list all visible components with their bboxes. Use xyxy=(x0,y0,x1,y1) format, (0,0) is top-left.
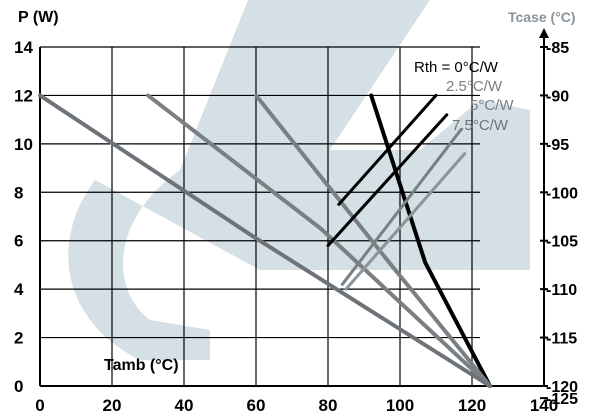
derating-curve xyxy=(254,93,492,388)
right-axis-arrow xyxy=(539,28,549,38)
y-tick-label: 0 xyxy=(14,377,23,396)
series-legend-label: 2.5°C/W xyxy=(446,78,503,95)
right-tick-label: -125 xyxy=(546,391,578,408)
right-tick-label: -120 xyxy=(546,379,578,396)
derating-curve xyxy=(369,93,492,388)
x-tick-label: 60 xyxy=(247,396,266,415)
x-tick-label: 120 xyxy=(458,396,486,415)
labels: 0 20 40 60 80 100 120 140 0 2 4 6 8 10 12 14 -85 -90 -95 -1… xyxy=(14,38,578,415)
x-tick-label: 80 xyxy=(319,396,338,415)
rth-connector-line xyxy=(326,113,449,248)
background-watermark xyxy=(68,0,530,360)
x-tick-label: 20 xyxy=(103,396,122,415)
right-axis-title: Tcase (°C) xyxy=(508,9,576,25)
right-tick-label: -95 xyxy=(546,137,569,154)
derating-curve xyxy=(146,93,492,388)
series-legend-label: Rth = 0°C/W xyxy=(414,59,499,76)
rth-connector-line xyxy=(337,93,438,206)
y-tick-label: 2 xyxy=(14,329,23,348)
rth-connector-line xyxy=(344,152,467,291)
derating-curve xyxy=(38,93,492,388)
y-tick-label: 12 xyxy=(14,86,33,105)
series-legend-label: 7.5°C/W xyxy=(452,117,509,134)
rth-connector-line xyxy=(340,127,463,286)
x-tick-label: 100 xyxy=(386,396,414,415)
y-tick-label: 6 xyxy=(14,232,23,251)
series-legend-label: 5°C/W xyxy=(470,97,514,114)
y-tick-label: 10 xyxy=(14,135,33,154)
series xyxy=(38,93,492,388)
right-tick-label: -110 xyxy=(546,282,577,299)
right-tick-label: -115 xyxy=(546,331,577,348)
right-tick-label: -90 xyxy=(546,88,569,105)
right-tick-label: -105 xyxy=(546,234,578,251)
right-tick-label: -100 xyxy=(546,185,578,202)
y-tick-label: 14 xyxy=(14,38,33,57)
x-axis-title: Tamb (°C) xyxy=(104,357,179,374)
x-tick-label: 40 xyxy=(175,396,194,415)
y-tick-label: 4 xyxy=(14,280,24,299)
x-tick-label: 0 xyxy=(35,396,44,415)
axes xyxy=(39,28,549,400)
right-tick-label: -85 xyxy=(546,40,569,57)
x-tick-label: 140 xyxy=(530,396,558,415)
y-axis-title: P (W) xyxy=(18,9,59,26)
y-tick-label: 8 xyxy=(14,183,23,202)
